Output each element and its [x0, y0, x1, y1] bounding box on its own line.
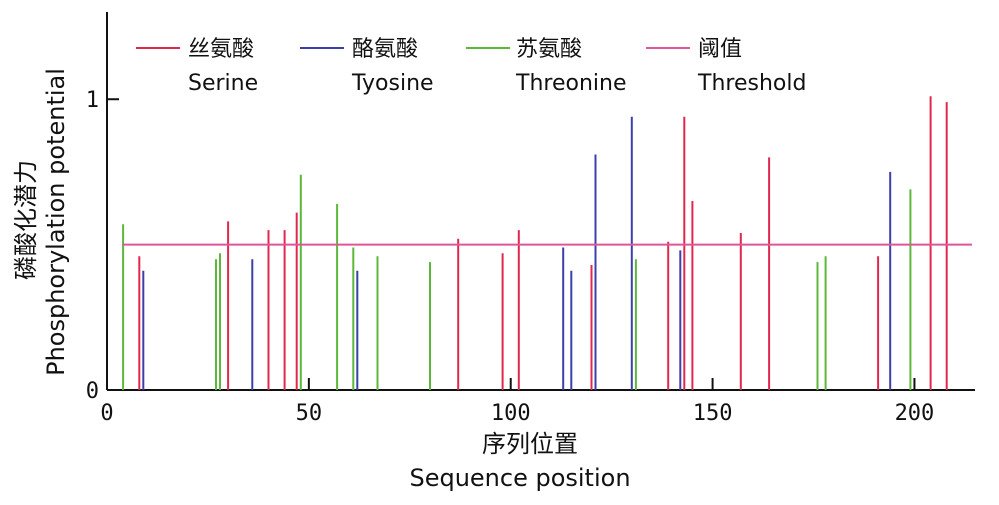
legend-label-threonine: 苏氨酸	[516, 37, 582, 62]
legend-label-tyrosine: 酪氨酸	[352, 37, 418, 62]
x-axis-title: 序列位置	[482, 430, 578, 458]
tick-layer: 0 50 100 150 200 0 1	[86, 88, 935, 426]
x-tick-label-150: 150	[693, 401, 733, 426]
legend-label-threonine-en: Threonine	[515, 71, 626, 96]
legend-label-tyrosine-en: Tyosine	[351, 71, 434, 96]
x-axis-title-en: Sequence position	[409, 464, 630, 492]
y-tick-label-1: 1	[86, 88, 99, 113]
legend-label-threshold-en: Threshold	[697, 71, 806, 96]
legend: 丝氨酸 Serine 酪氨酸 Tyosine 苏氨酸 Threonine 阈值 …	[136, 37, 806, 96]
y-axis-title-en: Phosphorylation potential	[42, 68, 70, 376]
x-tick-label-200: 200	[895, 401, 935, 426]
legend-label-serine-en: Serine	[188, 71, 258, 96]
x-tick-label-0: 0	[100, 401, 113, 426]
legend-label-serine: 丝氨酸	[188, 37, 254, 62]
legend-label-threshold: 阈值	[698, 37, 742, 62]
y-axis-title: 磷酸化潜力	[12, 160, 40, 280]
x-tick-label-100: 100	[491, 401, 531, 426]
x-tick-label-50: 50	[296, 401, 323, 426]
y-tick-label-0: 0	[86, 379, 99, 404]
bar-layer	[122, 96, 948, 390]
